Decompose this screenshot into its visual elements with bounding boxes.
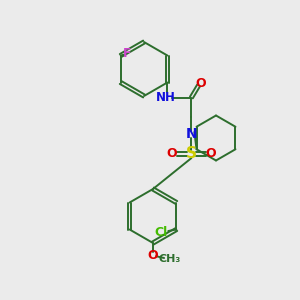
Text: Cl: Cl — [154, 226, 167, 239]
Text: F: F — [123, 47, 131, 61]
Text: O: O — [148, 249, 158, 262]
Text: CH₃: CH₃ — [158, 254, 181, 264]
Text: O: O — [206, 147, 217, 161]
Text: O: O — [166, 147, 177, 161]
Text: S: S — [186, 146, 197, 161]
Text: NH: NH — [156, 91, 176, 104]
Text: O: O — [195, 76, 206, 90]
Text: N: N — [186, 127, 197, 140]
